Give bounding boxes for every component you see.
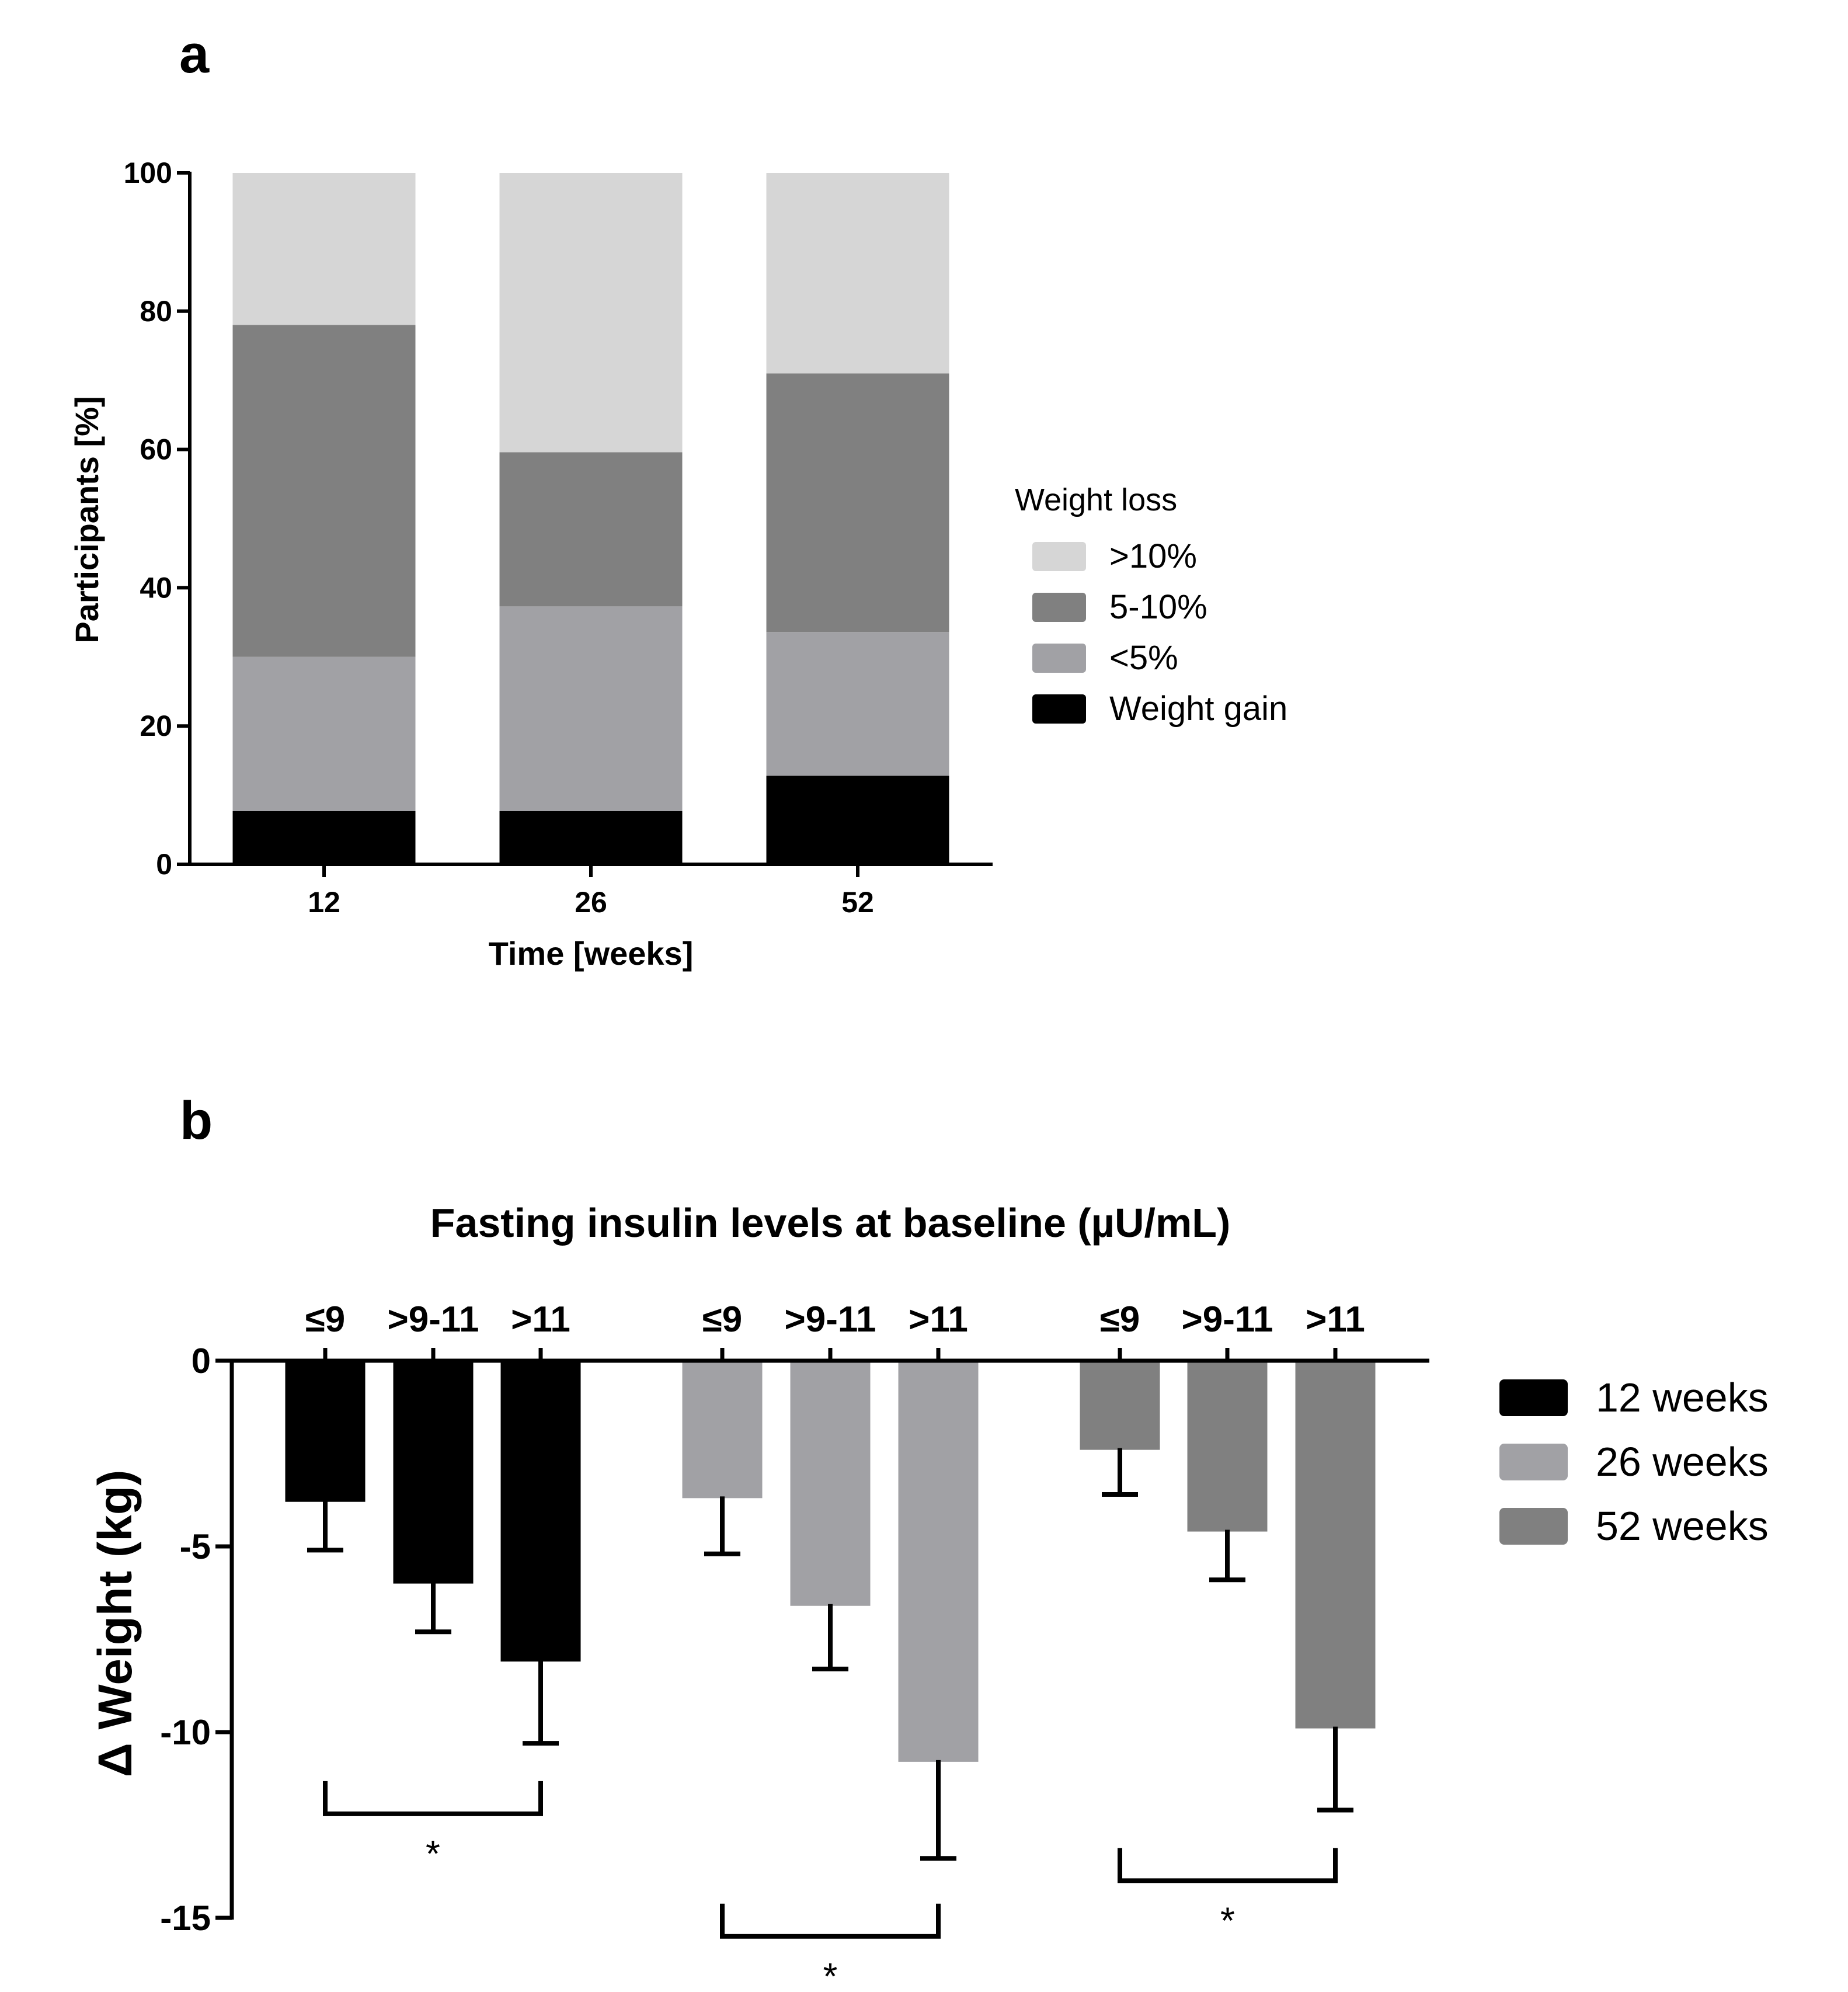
panel-b-y-axis-title: Δ Weight (kg) xyxy=(89,1470,142,1778)
panel-a-legend-swatch-gt10pct xyxy=(1032,542,1086,571)
bar-26-gt10pct xyxy=(499,173,683,453)
significance-bracket-52-weeks xyxy=(1118,1848,1338,1883)
panel-a-legend-label-weight-gain: Weight gain xyxy=(1109,690,1287,728)
panel-b-category-label: ≤9 xyxy=(1100,1299,1140,1340)
panel-b-legend-swatch-12-weeks xyxy=(1499,1379,1568,1416)
panel-a-label: a xyxy=(179,25,210,84)
panel-a-legend-swatch-5-10pct xyxy=(1032,593,1086,622)
panel-b-legend: 12 weeks 26 weeks 52 weeks xyxy=(1499,1375,1769,1549)
panel-a-legend-label-5-10pct: 5-10% xyxy=(1109,588,1207,626)
bar-12-weeks-le9 xyxy=(285,1361,366,1502)
panel-b-category-label: >9-11 xyxy=(388,1299,479,1340)
panel-b-legend-label-12-weeks: 12 weeks xyxy=(1596,1375,1769,1420)
panel-a-x-axis-title: Time [weeks] xyxy=(489,935,694,972)
panel-a: a 0 20 40 60 80 100 12 26 52 Time [weeks] Partic… xyxy=(68,25,1287,972)
panel-a-legend-label-gt10pct: >10% xyxy=(1109,537,1197,575)
panel-b-legend-label-52-weeks: 52 weeks xyxy=(1596,1503,1769,1549)
bar-52-weeks-gt11 xyxy=(1295,1361,1376,1729)
panel-a-x-tick-label: 26 xyxy=(575,886,607,919)
significance-bracket-26-weeks xyxy=(720,1903,941,1939)
bar-26-5-10pct xyxy=(499,452,683,607)
panel-b-label: b xyxy=(180,1091,213,1150)
panel-b-y-tick-label: 0 xyxy=(192,1341,211,1381)
panel-b-y-tick-label: -5 xyxy=(180,1527,211,1566)
panel-a-y-tick-label: 100 xyxy=(124,157,172,189)
panel-a-y-tick-label: 0 xyxy=(156,848,172,881)
panel-b: b Fasting insulin levels at baseline (µU… xyxy=(89,1091,1769,1992)
panel-a-x-tick-label: 52 xyxy=(841,886,874,919)
panel-a-legend-swatch-lt5pct xyxy=(1032,644,1086,673)
panel-b-axes: 0 -5 -10 -15 ≤9 >9-11 >11 ≤9 >9-11 >11 ≤9 >9-11 >11 xyxy=(160,1299,1429,1938)
bar-52-weeks-gt9-11 xyxy=(1187,1361,1268,1532)
significance-star-12-weeks: * xyxy=(426,1833,440,1875)
bar-12-gt10pct xyxy=(232,173,416,325)
panel-b-y-tick-label: -10 xyxy=(160,1713,211,1752)
significance-star-26-weeks: * xyxy=(823,1955,838,1992)
bar-26-weeks-le9 xyxy=(682,1361,763,1499)
panel-a-axes: 0 20 40 60 80 100 12 26 52 xyxy=(124,157,993,919)
panel-b-title: Fasting insulin levels at baseline (µU/m… xyxy=(430,1200,1231,1246)
panel-b-category-label: >9-11 xyxy=(785,1299,876,1340)
bar-52-gt10pct xyxy=(766,173,949,374)
bar-12-lt5pct xyxy=(232,656,416,811)
panel-a-legend: Weight loss >10% 5-10% <5% Weight gain xyxy=(1015,482,1287,728)
bar-26-weight-gain xyxy=(499,811,683,864)
panel-b-legend-swatch-52-weeks xyxy=(1499,1508,1568,1545)
bar-26-weeks-gt11 xyxy=(898,1361,979,1762)
bar-12-weeks-gt11 xyxy=(500,1361,581,1662)
panel-a-legend-label-lt5pct: <5% xyxy=(1109,639,1178,677)
panel-b-category-label: >11 xyxy=(511,1299,570,1340)
bar-52-5-10pct xyxy=(766,373,949,632)
significance-bracket-12-weeks xyxy=(323,1781,543,1816)
bar-26-weeks-gt9-11 xyxy=(790,1361,871,1606)
panel-a-y-axis-title: Participants [%] xyxy=(68,396,105,643)
panel-a-bars xyxy=(232,173,949,864)
panel-a-y-tick-label: 80 xyxy=(140,295,172,328)
panel-a-y-tick-label: 20 xyxy=(140,710,172,742)
bar-12-5-10pct xyxy=(232,325,416,657)
bar-52-weight-gain xyxy=(766,776,949,864)
panel-b-legend-swatch-26-weeks xyxy=(1499,1444,1568,1480)
panel-b-category-label: >11 xyxy=(1306,1299,1365,1340)
panel-b-category-label: ≤9 xyxy=(305,1299,346,1340)
panel-b-y-tick-label: -15 xyxy=(160,1899,211,1938)
bar-12-weight-gain xyxy=(232,811,416,864)
panel-b-legend-label-26-weeks: 26 weeks xyxy=(1596,1439,1769,1485)
panel-b-bars: * * * xyxy=(285,1361,1376,1992)
bar-52-lt5pct xyxy=(766,632,949,776)
panel-a-x-tick-label: 12 xyxy=(308,886,340,919)
panel-a-legend-title: Weight loss xyxy=(1015,482,1177,517)
bar-26-lt5pct xyxy=(499,606,683,811)
panel-b-category-label: >9-11 xyxy=(1182,1299,1273,1340)
panel-b-category-label: ≤9 xyxy=(702,1299,743,1340)
panel-a-y-tick-label: 60 xyxy=(140,433,172,466)
bar-12-weeks-gt9-11 xyxy=(393,1361,474,1584)
panel-a-y-tick-label: 40 xyxy=(140,571,172,604)
panel-b-category-label: >11 xyxy=(909,1299,968,1340)
significance-star-52-weeks: * xyxy=(1220,1899,1235,1941)
bar-52-weeks-le9 xyxy=(1080,1361,1160,1450)
panel-a-legend-swatch-weight-gain xyxy=(1032,694,1086,724)
